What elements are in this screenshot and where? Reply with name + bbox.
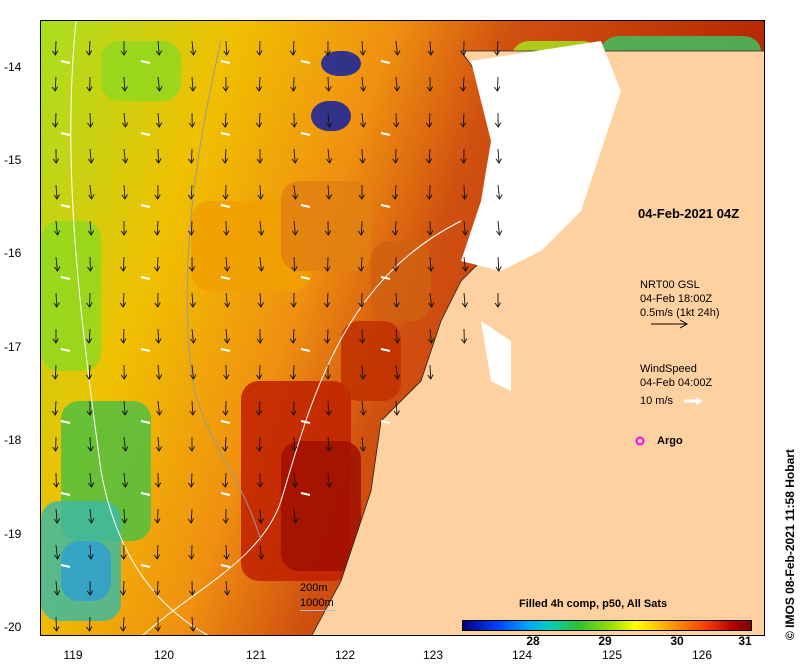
colorbar-tick: 30 <box>670 634 684 648</box>
lat-tick: -17 <box>4 340 22 354</box>
currents-legend-scale: 0.5m/s (1kt 24h) <box>640 307 720 319</box>
map-canvas <box>41 21 764 635</box>
colorbar-title: Filled 4h comp, p50, All Sats <box>519 598 668 610</box>
credit-line: © IMOS 08-Feb-2021 11:58 Hobart <box>783 449 797 640</box>
current-scale-arrow-icon <box>651 319 689 329</box>
lat-tick: -16 <box>4 246 22 260</box>
lat-tick: -20 <box>4 620 22 634</box>
lat-tick: -19 <box>4 527 22 541</box>
lon-tick: 122 <box>334 648 356 662</box>
lat-tick: -15 <box>4 153 22 167</box>
lon-tick: 125 <box>601 648 623 662</box>
colorbar <box>462 620 752 631</box>
lat-tick: -14 <box>4 60 22 74</box>
wind-legend-time: 04-Feb 04:00Z <box>640 377 713 389</box>
lat-tick: -18 <box>4 433 22 447</box>
lon-tick: 126 <box>691 648 713 662</box>
lon-tick: 123 <box>422 648 444 662</box>
wind-legend-name: WindSpeed <box>640 363 697 375</box>
sst-map[interactable] <box>40 20 765 636</box>
currents-legend-name: NRT00 GSL <box>640 279 700 291</box>
colorbar-tick: 31 <box>738 634 752 648</box>
bathy-line-swatch <box>300 610 336 611</box>
lon-tick: 124 <box>511 648 533 662</box>
wind-legend-scale: 10 m/s <box>640 395 674 407</box>
colorbar-tick: 29 <box>598 634 612 648</box>
map-title: 04-Feb-2021 04Z <box>638 206 740 221</box>
lon-tick: 121 <box>245 648 267 662</box>
currents-legend-time: 04-Feb 18:00Z <box>640 293 713 305</box>
bathy-label-1000m: 1000m <box>300 597 334 609</box>
bathy-label-200m: 200m <box>300 582 328 594</box>
argo-label: Argo <box>657 435 683 447</box>
argo-float-icon <box>635 436 645 446</box>
colorbar-tick: 28 <box>526 634 540 648</box>
wind-scale-arrow-icon <box>684 397 703 405</box>
lon-tick: 120 <box>153 648 175 662</box>
lon-tick: 119 <box>63 648 83 662</box>
